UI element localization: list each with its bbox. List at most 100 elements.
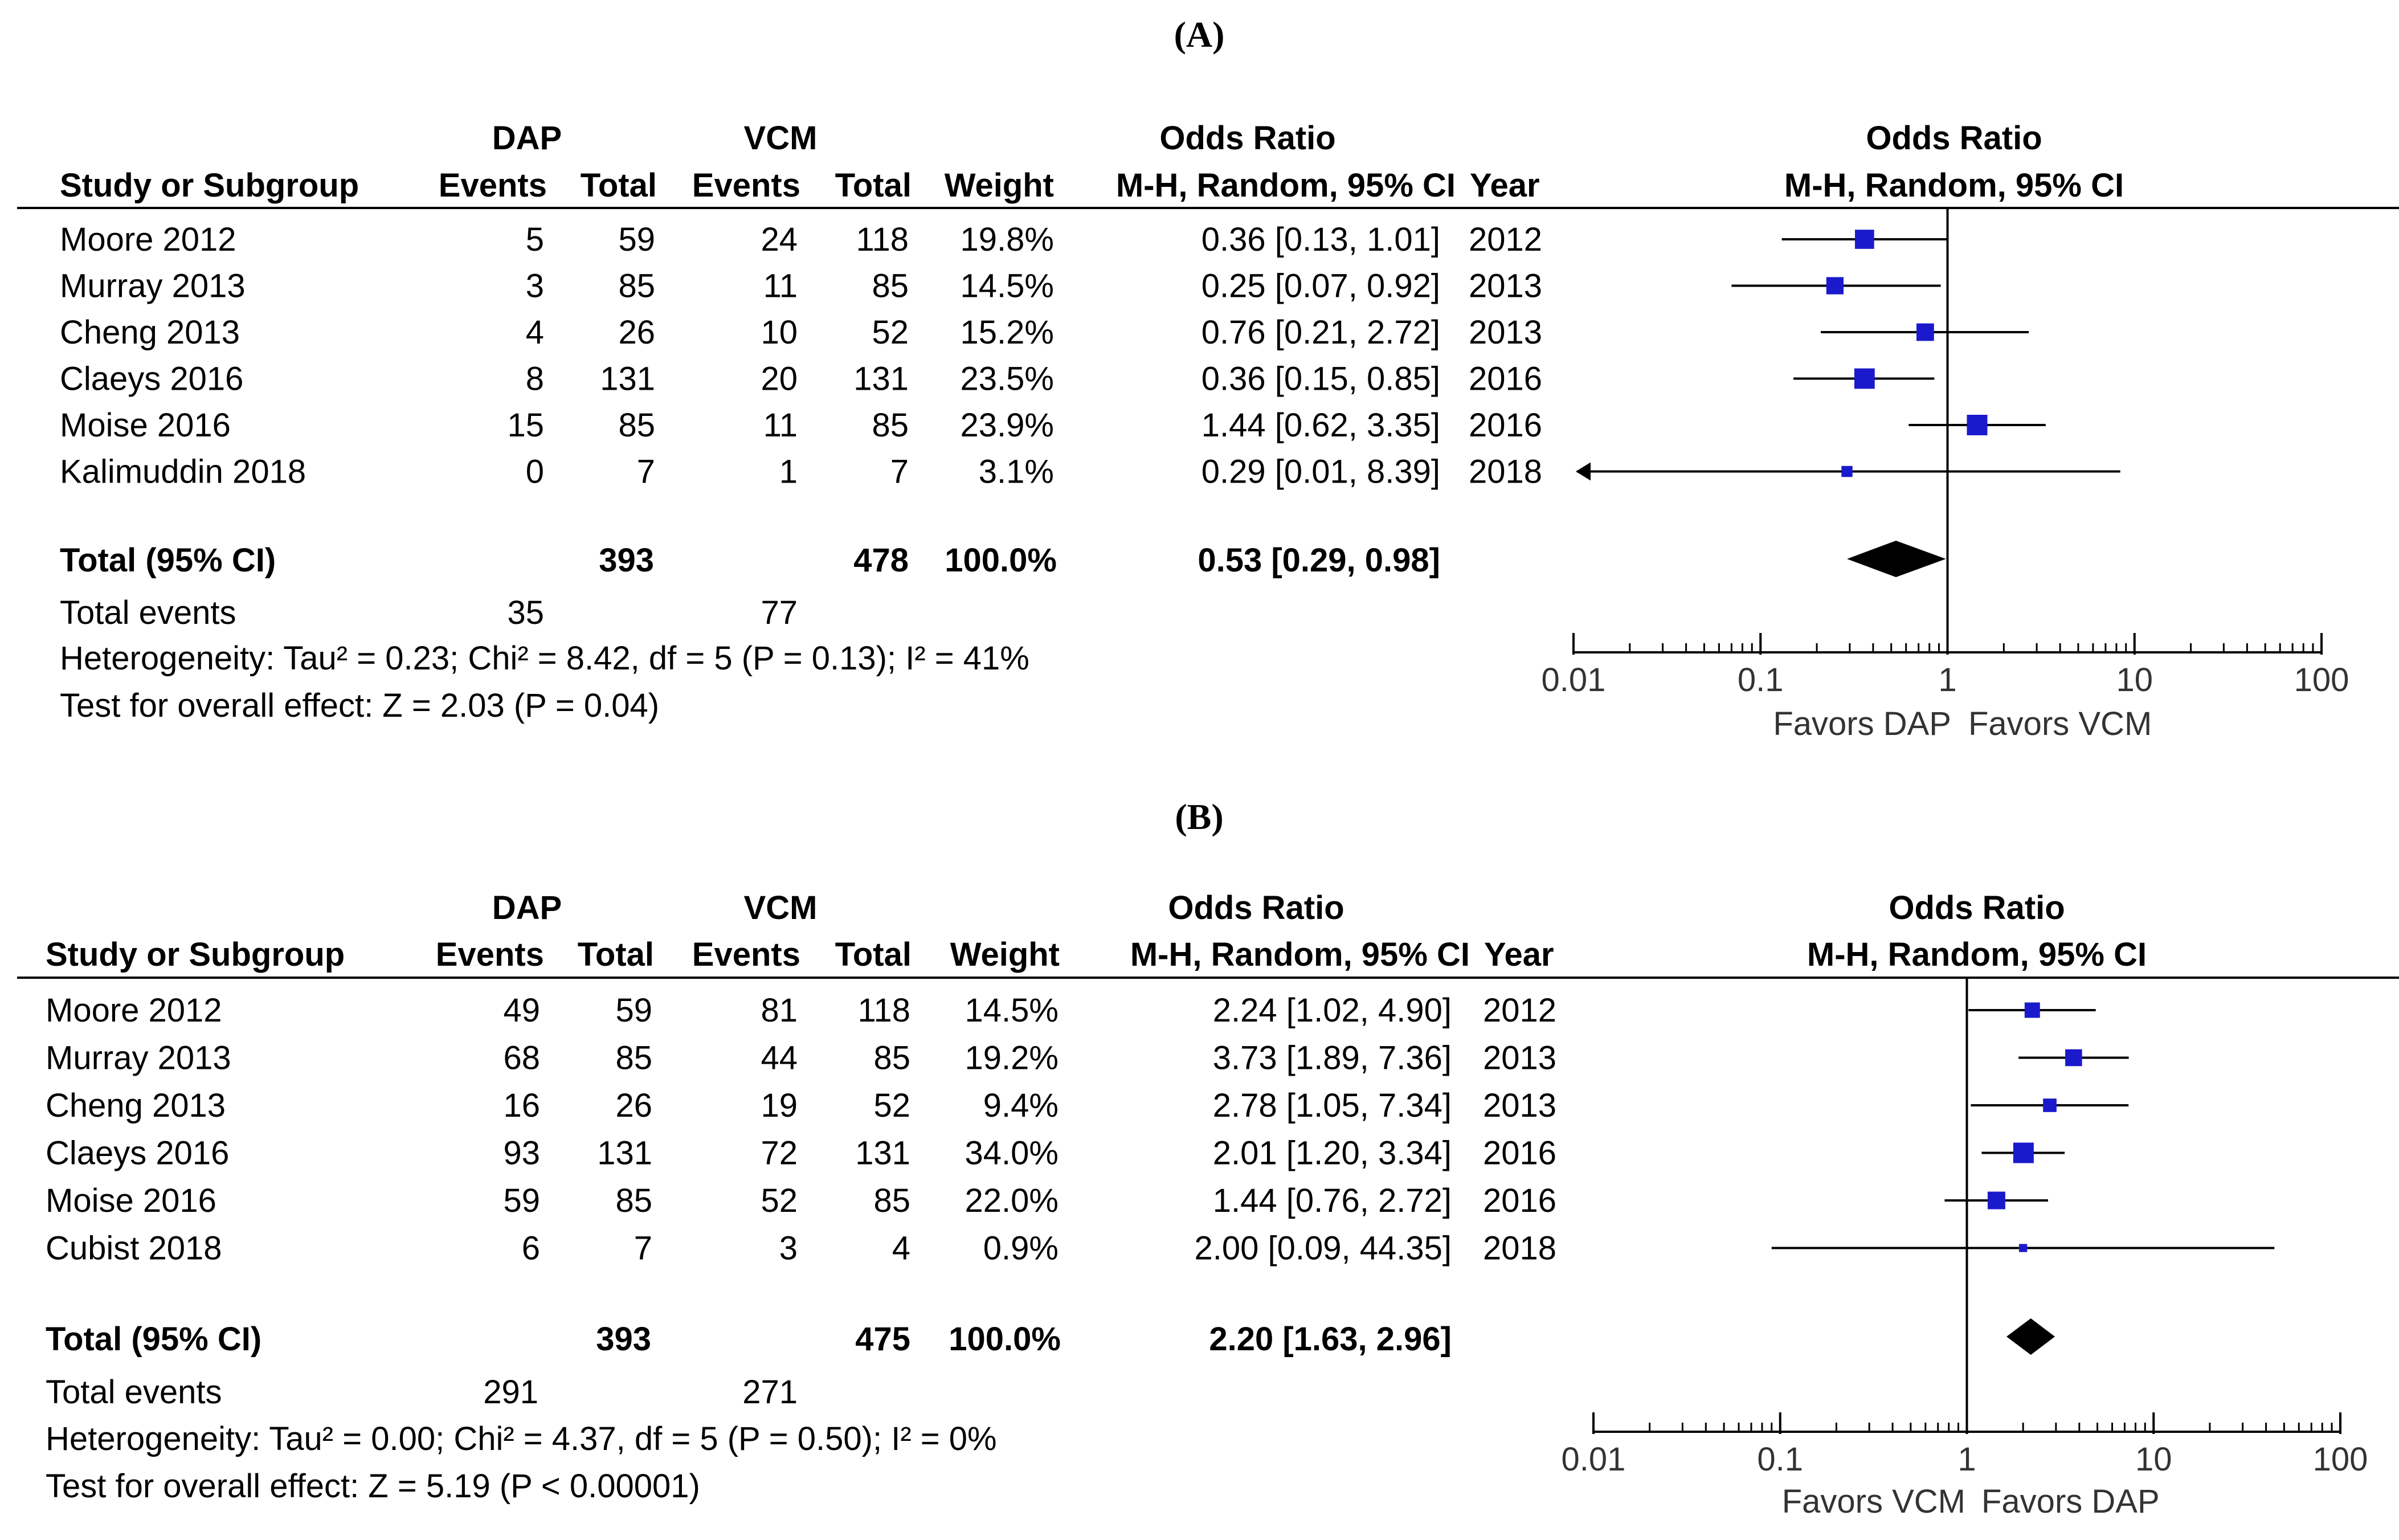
panel-a-tick-label: 1 (1938, 661, 1956, 698)
panel-b-table-row: Claeys 2016 93 131 72 131 34.0% 2.01 [1.20, 3.… (46, 1135, 1556, 1172)
panel-b-events1-cell: 68 (503, 1040, 540, 1077)
panel-a-or-ci-cell: 0.36 [0.13, 1.01] (1201, 221, 1440, 258)
panel-a-truncation-arrow (1576, 462, 1591, 481)
panel-a-heterogeneity: Heterogeneity: Tau² = 0.23; Chi² = 8.42,… (60, 640, 1029, 677)
panel-a-total-ci: 0.53 [0.29, 0.98] (1198, 542, 1440, 579)
panel-b-or-ci-cell: 2.00 [0.09, 44.35] (1195, 1230, 1452, 1267)
panel-b-events1-cell: 6 (522, 1230, 540, 1267)
panel-a-total-events-e2: 77 (761, 594, 798, 631)
panel-b-label: (B) (1175, 796, 1223, 837)
panel-b-tick-label: 100 (2313, 1441, 2368, 1478)
panel-a-year-cell: 2013 (1469, 314, 1542, 351)
panel-a-rows: Moore 2012 5 59 24 118 19.8% 0.36 [0.13, 1.01]… (60, 221, 1542, 491)
panel-a-weight-cell: 3.1% (979, 454, 1054, 491)
panel-b-events1-cell: 16 (503, 1087, 540, 1124)
panel-a-or-ci-cell: 0.36 [0.15, 0.85] (1201, 361, 1440, 398)
panel-a-events1-cell: 0 (526, 454, 544, 491)
panel-b-events1-cell: 93 (503, 1135, 540, 1172)
panel-a-forest-plot: 0.01 0.1 1 10 100 (1542, 208, 2349, 698)
panel-a-total1-cell: 59 (618, 221, 655, 258)
panel-a-total-weight: 100.0% (945, 542, 1057, 579)
panel-b-total1-cell: 59 (615, 992, 652, 1029)
panel-b-study-marker (1771, 1244, 2275, 1252)
panel-a-point-estimate (1916, 323, 1934, 341)
panel-b-total2-header: Total (835, 936, 912, 973)
panel-b-total1-cell: 7 (634, 1230, 652, 1267)
panel-a-tick-label: 100 (2294, 661, 2349, 698)
panel-a-year-cell: 2012 (1469, 221, 1542, 258)
panel-b-total1-header: Total (578, 936, 654, 973)
panel-b-weight-cell: 9.4% (983, 1087, 1058, 1124)
panel-b-study-name: Murray 2013 (46, 1040, 231, 1077)
panel-b-total2-cell: 4 (892, 1230, 910, 1267)
panel-b-tick-label: 0.01 (1562, 1441, 1626, 1478)
panel-b-total-label: Total (95% CI) (46, 1321, 261, 1358)
panel-b-table-row: Moore 2012 49 59 81 118 14.5% 2.24 [1.02, 4.90… (46, 992, 1556, 1029)
panel-a-events2-header: Events (692, 167, 800, 204)
panel-b-point-estimate (1987, 1191, 2005, 1210)
panel-b-events2-cell: 3 (779, 1230, 798, 1267)
panel-a-tick-label: 10 (2116, 661, 2153, 698)
panel-a-study-name: Kalimuddin 2018 (60, 454, 306, 491)
panel-b: (B) DAP VCM Odds Ratio Odds Ratio Study … (17, 796, 2399, 1520)
panel-b-or-ci-cell: 2.78 [1.05, 7.34] (1213, 1087, 1452, 1124)
panel-a-total2-cell: 131 (853, 361, 909, 398)
panel-a-table-row: Moise 2016 15 85 11 85 23.9% 1.44 [0.62, 3.35]… (60, 407, 1542, 444)
panel-a-favors-right: Favors VCM (1968, 705, 2152, 742)
panel-a-study-header: Study or Subgroup (60, 167, 359, 204)
panel-a-events2-cell: 24 (761, 221, 798, 258)
panel-b-weight-cell: 22.0% (965, 1182, 1058, 1219)
panel-a-total1-cell: 7 (637, 454, 655, 491)
panel-b-point-estimate (2019, 1244, 2028, 1252)
panel-a-or-plot-header: Odds Ratio (1866, 120, 2042, 157)
panel-b-heterogeneity: Heterogeneity: Tau² = 0.00; Chi² = 4.37,… (46, 1420, 997, 1457)
panel-a-total1-cell: 85 (618, 407, 655, 444)
panel-a-total2-header: Total (835, 167, 912, 204)
panel-b-rows: Moore 2012 49 59 81 118 14.5% 2.24 [1.02, 4.90… (46, 992, 1556, 1267)
panel-b-events2-header: Events (692, 936, 800, 973)
panel-a-total2-cell: 85 (872, 407, 909, 444)
panel-b-or-plot-header: Odds Ratio (1889, 889, 2065, 926)
panel-b-total-events-label: Total events (46, 1374, 222, 1411)
panel-b-favors-right: Favors DAP (1981, 1483, 2160, 1520)
panel-a-weight-cell: 23.5% (961, 361, 1054, 398)
panel-a-events2-cell: 1 (779, 454, 798, 491)
panel-b-method-header: M-H, Random, 95% CI (1130, 936, 1470, 973)
panel-a-events1-cell: 5 (526, 221, 544, 258)
panel-b-study-name: Moore 2012 (46, 992, 222, 1029)
panel-a-study-marker (1908, 415, 2046, 435)
panel-b-total-events-e2: 271 (742, 1374, 798, 1411)
panel-a-point-estimate (1967, 415, 1988, 435)
panel-b-year-cell: 2016 (1483, 1135, 1556, 1172)
panel-a-tick-label: 0.1 (1738, 661, 1784, 698)
panel-b-weight-cell: 34.0% (965, 1135, 1058, 1172)
panel-b-weight-header: Weight (950, 936, 1060, 973)
panel-b-year-header: Year (1484, 936, 1554, 973)
panel-b-or-ci-cell: 1.44 [0.76, 2.72] (1213, 1182, 1452, 1219)
panel-a-total2-cell: 118 (856, 221, 909, 258)
panel-b-point-estimate (2024, 1002, 2040, 1018)
panel-b-study-name: Cheng 2013 (46, 1087, 226, 1124)
panel-a-table-row: Cheng 2013 4 26 10 52 15.2% 0.76 [0.21, 2.72] 2… (60, 314, 1542, 351)
panel-b-tick-label: 0.1 (1757, 1441, 1803, 1478)
panel-a-total-t1: 393 (599, 542, 654, 579)
panel-a-weight-cell: 14.5% (961, 268, 1054, 305)
panel-b-study-name: Moise 2016 (46, 1182, 216, 1219)
panel-a-total2-cell: 52 (872, 314, 909, 351)
panel-a-label: (A) (1174, 14, 1225, 55)
panel-a-point-estimate (1855, 230, 1874, 249)
panel-b-events2-cell: 19 (761, 1087, 798, 1124)
panel-b-point-estimate (2013, 1142, 2034, 1163)
panel-a-events2-cell: 20 (761, 361, 798, 398)
panel-a-method-header: M-H, Random, 95% CI (1116, 167, 1456, 204)
panel-a: (A) DAP VCM Odds Ratio Odds Ratio Study … (17, 14, 2399, 742)
panel-a-table-row: Kalimuddin 2018 0 7 1 7 3.1% 0.29 [0.01, 8.39]… (60, 454, 1542, 491)
panel-b-group2-header: VCM (744, 889, 818, 926)
panel-a-events2-cell: 10 (761, 314, 798, 351)
panel-a-total-events-label: Total events (60, 594, 236, 631)
panel-b-total1-cell: 85 (615, 1182, 652, 1219)
panel-b-total2-cell: 131 (855, 1135, 910, 1172)
panel-a-total1-cell: 85 (618, 268, 655, 305)
panel-b-study-marker (1971, 1098, 2129, 1112)
